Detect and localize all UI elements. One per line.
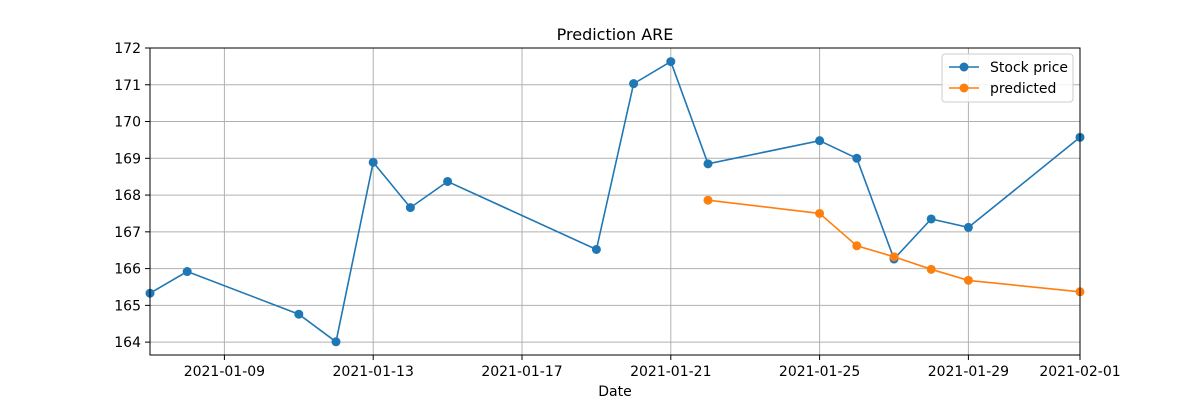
x-tick-label: 2021-01-13 xyxy=(333,364,414,380)
legend-marker-predicted xyxy=(959,83,969,93)
data-point-stock-price xyxy=(815,136,825,146)
y-tick-label: 170 xyxy=(114,115,141,131)
x-tick-label: 2021-01-25 xyxy=(779,364,860,380)
legend-box xyxy=(941,53,1074,103)
data-point-stock-price xyxy=(703,159,713,169)
legend-marker-stock-price xyxy=(959,62,969,72)
plot-frame xyxy=(149,47,1081,356)
legend-label-stock-price: Stock price xyxy=(990,60,1068,76)
data-point-predicted xyxy=(963,275,973,285)
y-tick-label: 168 xyxy=(114,188,141,204)
data-point-stock-price xyxy=(963,222,973,232)
y-tick-label: 171 xyxy=(114,78,141,94)
x-axis-label: Date xyxy=(598,384,631,400)
x-tick-label: 2021-01-09 xyxy=(184,364,265,380)
series-line-stock-price xyxy=(149,60,1081,344)
grid xyxy=(150,47,1081,355)
data-point-stock-price xyxy=(852,153,862,163)
data-point-predicted xyxy=(852,241,862,251)
y-tick-label: 172 xyxy=(114,41,141,57)
data-point-stock-price xyxy=(405,203,415,213)
data-point-stock-price xyxy=(629,79,639,89)
data-point-stock-price xyxy=(666,57,676,67)
x-tick-label: 2021-01-29 xyxy=(928,364,1009,380)
y-tick-label: 166 xyxy=(114,262,141,278)
y-axis: 164 165 166 167 168 169 170 171 172 xyxy=(114,41,150,351)
data-point-stock-price xyxy=(926,214,936,224)
data-point-predicted xyxy=(926,264,936,274)
y-tick-label: 169 xyxy=(114,151,141,167)
data-point-stock-price xyxy=(368,157,378,167)
data-point-predicted xyxy=(889,252,899,262)
data-point-stock-price xyxy=(443,176,453,186)
data-point-stock-price xyxy=(182,267,192,277)
x-tick-label: 2021-01-17 xyxy=(481,364,562,380)
y-tick-label: 164 xyxy=(114,335,141,351)
x-tick-label: 2021-02-01 xyxy=(1039,364,1120,380)
x-axis: 2021-01-09 2021-01-13 2021-01-17 2021-01-21… xyxy=(184,355,1121,380)
series-layer xyxy=(145,57,1085,347)
data-point-predicted xyxy=(703,195,713,205)
x-tick-label: 2021-01-21 xyxy=(630,364,711,380)
legend-label-predicted: predicted xyxy=(990,81,1056,97)
data-point-stock-price xyxy=(294,309,304,319)
series-line-predicted xyxy=(707,199,1081,293)
chart-title: Prediction ARE xyxy=(557,25,674,44)
series-predicted xyxy=(703,195,1085,297)
data-point-predicted xyxy=(815,208,825,218)
data-point-stock-price xyxy=(591,244,601,254)
legend: Stock price predicted xyxy=(941,53,1074,103)
data-point-stock-price xyxy=(331,337,341,347)
y-tick-label: 167 xyxy=(114,225,141,241)
y-tick-label: 165 xyxy=(114,298,141,314)
